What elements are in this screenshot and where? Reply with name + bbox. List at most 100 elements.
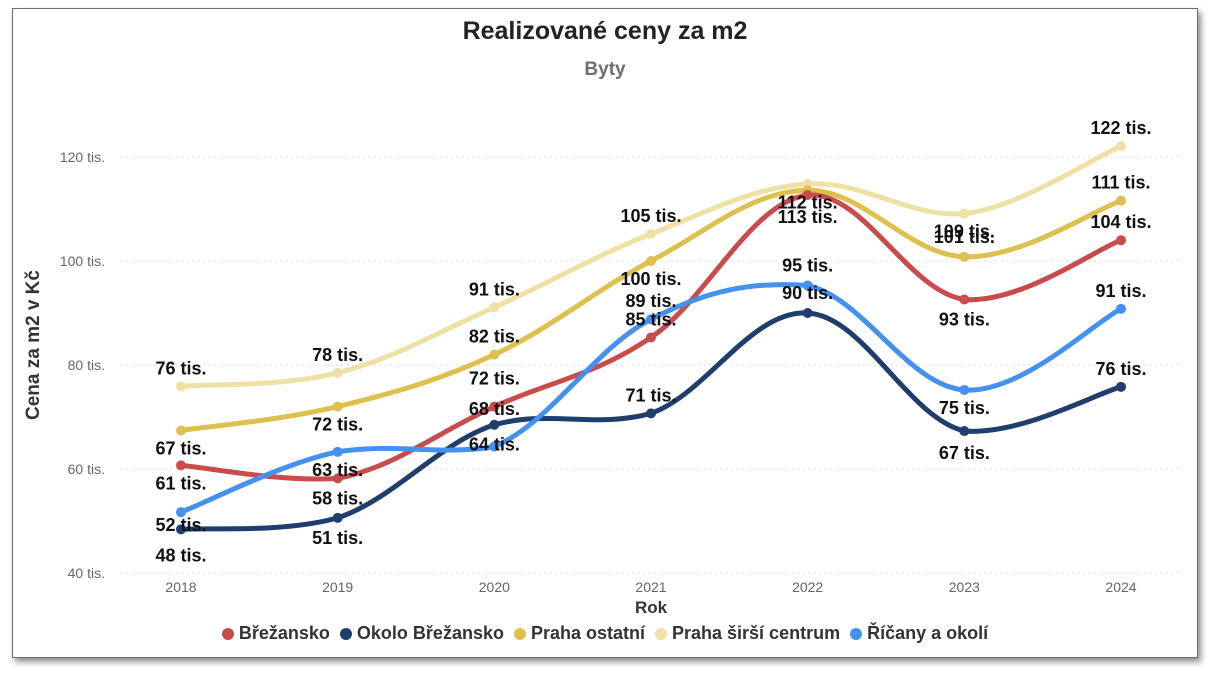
data-point	[959, 208, 970, 219]
y-tick-label: 80 tis.	[68, 357, 105, 373]
x-tick-label: 2018	[165, 579, 196, 595]
data-point	[1116, 141, 1126, 152]
data-point	[176, 460, 186, 471]
data-label: 64 tis.	[469, 435, 520, 455]
y-tick-label: 40 tis.	[68, 565, 105, 581]
data-label: 112 tis.	[778, 192, 838, 212]
data-point	[332, 401, 343, 412]
legend-label: Praha širší centrum	[672, 623, 841, 643]
legend-label: Praha ostatní	[530, 623, 645, 643]
data-point	[1116, 303, 1126, 314]
data-point	[1116, 381, 1126, 392]
data-label: 91 tis.	[1095, 281, 1146, 301]
data-label: 48 tis.	[155, 545, 206, 565]
data-label: 67 tis.	[939, 443, 990, 463]
legend-marker	[655, 627, 667, 640]
legend-item[interactable]: Praha širší centrum	[655, 623, 840, 644]
legend-item[interactable]: Okolo Břežansko	[339, 623, 504, 644]
data-point	[646, 314, 656, 325]
data-point	[176, 425, 186, 436]
data-label: 58 tis.	[312, 488, 363, 508]
chart-title: Realizované ceny za m2	[462, 17, 748, 45]
data-point	[489, 302, 500, 313]
data-point	[332, 446, 343, 457]
data-label: 91 tis.	[469, 279, 520, 299]
data-label: 52 tis.	[155, 515, 206, 535]
data-point	[176, 507, 186, 518]
data-label: 82 tis.	[469, 327, 520, 347]
data-label: 68 tis.	[469, 399, 520, 419]
legend-label: Okolo Břežansko	[356, 623, 504, 643]
data-label: 61 tis.	[155, 473, 206, 493]
x-tick-label: 2023	[949, 579, 980, 595]
data-label: 109 tis.	[934, 222, 995, 242]
chart-card: Realizované ceny za m2 Byty 40 tis. 60 ti…	[12, 8, 1198, 658]
data-point	[959, 426, 970, 437]
data-point	[489, 401, 500, 412]
data-point	[646, 256, 656, 266]
data-point	[646, 228, 656, 239]
x-tick-label: 2020	[479, 579, 510, 595]
data-point	[1116, 235, 1126, 246]
data-label: 90 tis.	[782, 283, 833, 303]
data-point	[489, 419, 500, 430]
data-point	[802, 189, 813, 200]
data-label: 122 tis.	[1090, 118, 1151, 138]
data-label: 78 tis.	[312, 345, 363, 365]
data-label: 72 tis.	[469, 369, 520, 389]
data-label: 76 tis.	[155, 358, 206, 378]
data-point	[646, 408, 656, 419]
data-point	[959, 251, 970, 262]
data-label: 76 tis.	[1095, 359, 1146, 379]
data-point	[1116, 195, 1126, 206]
legend-marker	[339, 627, 352, 640]
chart-legend: Břežansko Okolo Břežansko Praha ostatní Pra…	[13, 623, 1197, 644]
data-label: 63 tis.	[312, 460, 363, 480]
data-label: 71 tis.	[625, 385, 676, 405]
y-tick-label: 100 tis.	[60, 253, 105, 269]
data-label: 75 tis.	[939, 398, 990, 418]
data-point	[959, 294, 970, 305]
data-point	[332, 512, 343, 523]
legend-marker	[850, 627, 863, 640]
data-point	[802, 308, 813, 318]
legend-marker	[513, 627, 526, 640]
data-label: 51 tis.	[312, 528, 363, 548]
data-label: 104 tis.	[1090, 212, 1151, 232]
data-label: 72 tis.	[312, 415, 363, 435]
x-tick-label: 2019	[322, 579, 353, 595]
data-label: 93 tis.	[939, 309, 990, 329]
x-axis-title: Rok	[635, 598, 668, 617]
y-tick-label: 120 tis.	[60, 149, 105, 165]
data-label: 85 tis.	[625, 309, 676, 329]
data-label: 100 tis.	[620, 269, 681, 289]
data-point	[176, 381, 186, 392]
data-label: 89 tis.	[625, 291, 676, 311]
data-label: 105 tis.	[620, 206, 681, 226]
data-point	[489, 349, 500, 360]
legend-item[interactable]: Říčany a okolí	[850, 623, 988, 644]
data-point	[646, 332, 656, 343]
data-point	[959, 384, 970, 395]
legend-item[interactable]: Břežansko	[221, 623, 330, 644]
data-label: 101 tis.	[934, 227, 995, 247]
data-point	[332, 367, 343, 378]
y-axis-title: Cena za m2 v Kč	[23, 270, 44, 420]
data-point	[802, 280, 813, 291]
legend-item[interactable]: Praha ostatní	[513, 623, 645, 644]
legend-marker	[221, 627, 234, 640]
data-label: 67 tis.	[155, 439, 206, 459]
data-point	[489, 441, 500, 452]
line-chart: 40 tis. 60 tis. 80 tis. 100 tis. 120 tis. 201…	[23, 118, 1183, 617]
data-label: 113 tis.	[778, 207, 838, 227]
chart-subtitle: Byty	[584, 59, 626, 80]
legend-label: Říčany a okolí	[867, 623, 989, 643]
x-tick-label: 2022	[792, 579, 823, 595]
x-tick-label: 2021	[635, 579, 666, 595]
data-label: 95 tis.	[782, 255, 833, 275]
data-point	[176, 524, 186, 535]
legend-label: Břežansko	[238, 623, 330, 643]
data-label: 111 tis.	[1091, 173, 1150, 193]
x-tick-label: 2024	[1105, 579, 1136, 595]
y-tick-label: 60 tis.	[68, 461, 105, 477]
